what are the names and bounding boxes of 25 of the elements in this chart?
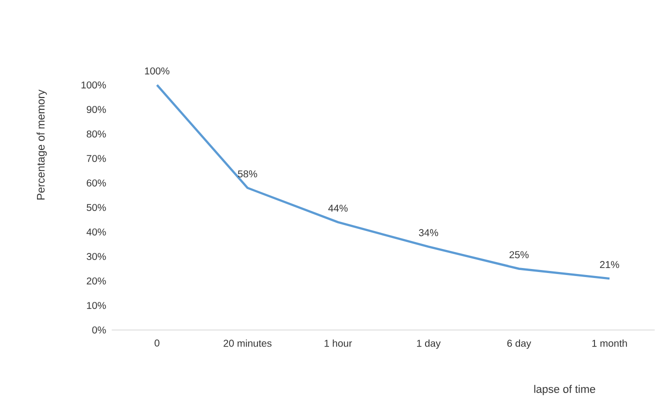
y-tick-label: 30% — [86, 252, 106, 260]
y-tick-label: 20% — [86, 277, 106, 285]
y-tick-label: 40% — [86, 228, 106, 236]
y-tick-label: 80% — [86, 130, 106, 138]
y-tick-label: 70% — [86, 154, 106, 162]
y-tick-label: 50% — [86, 204, 106, 212]
data-label: 44% — [328, 204, 348, 212]
x-tick-label: 20 minutes — [224, 340, 272, 347]
data-label: 58% — [238, 170, 258, 178]
x-tick-label: 1 month — [592, 340, 627, 347]
x-tick-label: 0 — [154, 340, 160, 347]
x-tick-label: 1 day — [417, 340, 441, 349]
data-label: 21% — [600, 261, 620, 268]
y-tick-label: 100% — [82, 81, 106, 89]
data-label: 100% — [145, 67, 170, 74]
y-tick-label: 90% — [86, 106, 106, 114]
y-tick-label: 0% — [92, 326, 106, 334]
y-tick-label: 60% — [86, 179, 106, 187]
x-axis-title: lapse of time — [534, 384, 596, 396]
data-label: 25% — [510, 251, 529, 258]
x-tick-label: 6 day — [507, 340, 532, 349]
data-label: 34% — [418, 229, 438, 236]
y-axis-title: Percentage of memory — [36, 90, 47, 200]
x-tick-label: 1 hour — [324, 340, 352, 347]
y-tick-label: 10% — [87, 302, 106, 310]
